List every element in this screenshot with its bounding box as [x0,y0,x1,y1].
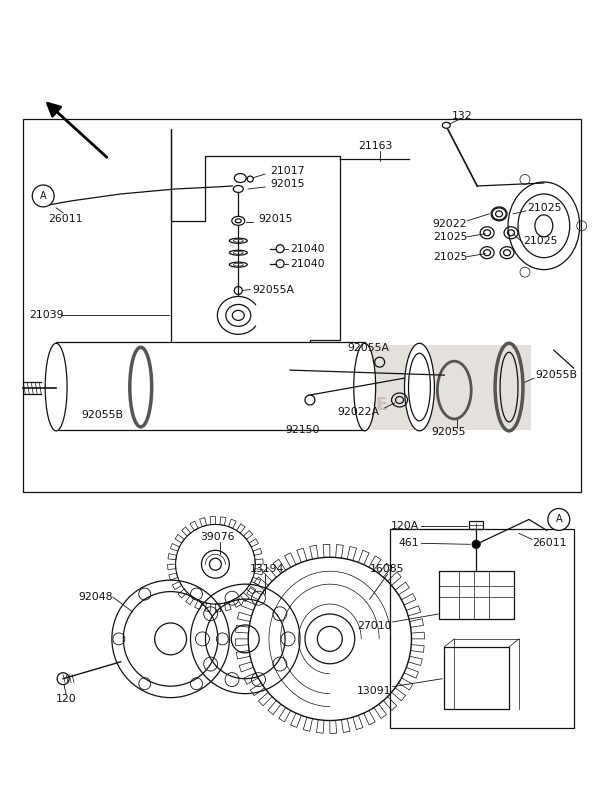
Bar [439,571,514,619]
Text: 21163: 21163 [358,141,392,151]
Ellipse shape [354,343,376,431]
Circle shape [548,509,570,530]
Text: 16085: 16085 [370,564,404,574]
Text: 461: 461 [399,538,419,548]
Text: SPARE PARTS: SPARE PARTS [278,414,361,426]
Ellipse shape [235,219,241,223]
Bar [23,119,581,491]
Text: 92055A: 92055A [348,343,390,354]
Text: 13091: 13091 [357,686,392,696]
Text: 92022A: 92022A [338,407,380,417]
Text: 132: 132 [451,111,472,122]
Ellipse shape [45,343,67,431]
Text: 120A: 120A [391,522,419,531]
Ellipse shape [233,186,243,193]
Bar [63,346,531,430]
Text: 39076: 39076 [200,532,235,542]
Bar [445,647,509,709]
Ellipse shape [232,216,245,226]
Text: 26011: 26011 [532,538,566,548]
Ellipse shape [247,176,253,182]
Text: 92055: 92055 [431,427,466,437]
Text: 21025: 21025 [527,203,562,213]
Text: 21025: 21025 [433,232,467,242]
Ellipse shape [404,343,434,431]
Ellipse shape [442,122,451,128]
Bar [469,522,483,530]
Text: MOTORCYCLE: MOTORCYCLE [251,396,388,414]
Text: 21017: 21017 [270,166,305,176]
Text: 92055B: 92055B [535,370,577,380]
Circle shape [472,540,480,548]
Text: 92022: 92022 [433,219,467,229]
Text: 92055A: 92055A [252,285,294,294]
Text: 21040: 21040 [290,244,325,254]
Text: 92048: 92048 [79,592,113,602]
Text: 21025: 21025 [523,236,557,246]
Text: 13194: 13194 [250,564,284,574]
Text: 92150: 92150 [285,425,320,435]
Text: MSP: MSP [149,374,251,416]
Text: A: A [40,191,47,201]
Bar [56,342,365,430]
Ellipse shape [409,354,430,421]
Ellipse shape [235,174,246,182]
Text: 27010: 27010 [357,621,392,631]
Circle shape [32,185,54,207]
Bar [389,530,574,729]
Text: 21025: 21025 [433,252,467,262]
Text: 21039: 21039 [29,310,64,320]
Text: 92015: 92015 [258,214,293,224]
Text: A: A [556,514,562,525]
Text: 26011: 26011 [48,214,83,224]
Text: 120: 120 [56,694,77,704]
Text: 92055B: 92055B [81,410,123,420]
Text: 92015: 92015 [270,179,305,189]
Text: 21040: 21040 [290,258,325,269]
